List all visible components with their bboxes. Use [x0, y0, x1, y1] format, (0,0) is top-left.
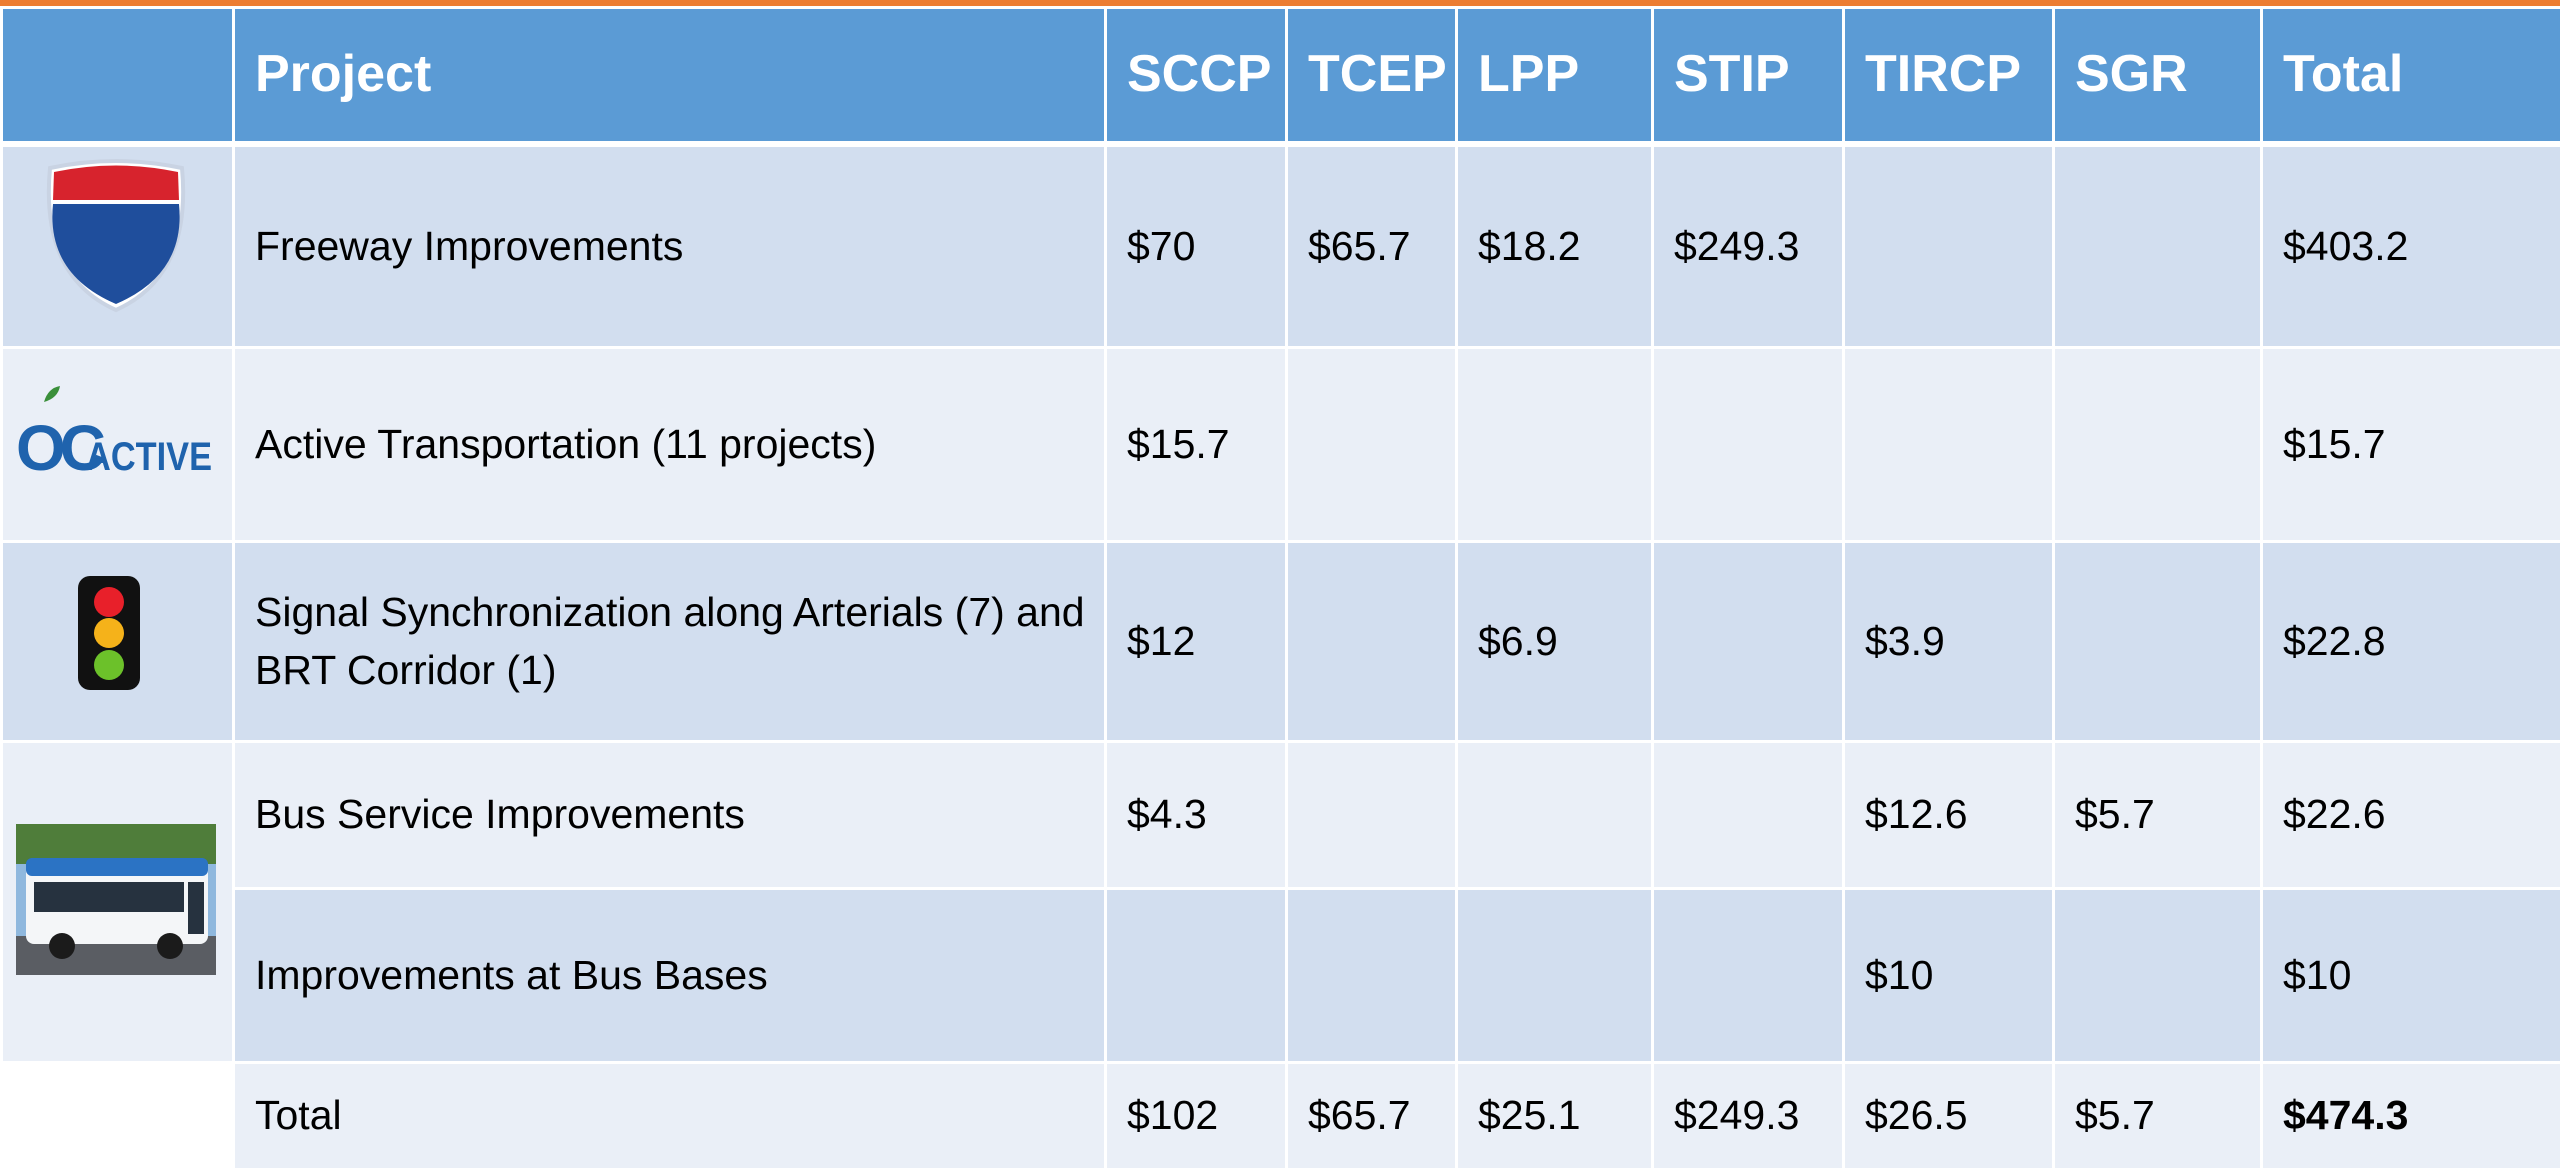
amount-cell: $5.7: [2054, 1063, 2262, 1168]
amount-cell: $25.1: [1457, 1063, 1653, 1168]
table-row: Signal Synchronization along Arterials (…: [2, 542, 2560, 742]
project-cell: Freeway Improvements: [234, 144, 1106, 348]
amount-cell: [2054, 348, 2262, 542]
header-cell: SCCP: [1106, 8, 1287, 144]
project-cell: Signal Synchronization along Arterials (…: [234, 542, 1106, 742]
header-cell: TIRCP: [1844, 8, 2054, 144]
amount-cell: [1106, 889, 1287, 1063]
amount-cell: [1653, 889, 1844, 1063]
icon-cell: [2, 542, 234, 742]
amount-cell: $12.6: [1844, 742, 2054, 889]
amount-cell: [1653, 348, 1844, 542]
amount-cell: [2054, 144, 2262, 348]
amount-cell: $10: [1844, 889, 2054, 1063]
header-cell: LPP: [1457, 8, 1653, 144]
table-row: Bus Service Improvements$4.3 $12.6$5.7$22…: [2, 742, 2560, 889]
amount-cell: $15.7: [2262, 348, 2560, 542]
amount-cell: [1457, 348, 1653, 542]
amount-cell: $10: [2262, 889, 2560, 1063]
amount-cell: [1287, 348, 1457, 542]
amount-cell: $65.7: [1287, 1063, 1457, 1168]
icon-cell: [2, 742, 234, 1063]
project-cell: Total: [234, 1063, 1106, 1168]
amount-cell: $249.3: [1653, 1063, 1844, 1168]
amount-cell: $22.8: [2262, 542, 2560, 742]
header-cell: STIP: [1653, 8, 1844, 144]
slide: ProjectSCCPTCEPLPPSTIPTIRCPSGRTotalFreew…: [0, 0, 2560, 1168]
header-cell: TCEP: [1287, 8, 1457, 144]
project-cell: Bus Service Improvements: [234, 742, 1106, 889]
amount-cell: $403.2: [2262, 144, 2560, 348]
amount-cell: [1844, 144, 2054, 348]
amount-cell: [1457, 889, 1653, 1063]
amount-cell: $5.7: [2054, 742, 2262, 889]
amount-cell: $65.7: [1287, 144, 1457, 348]
header-cell: [2, 8, 234, 144]
amount-cell: [1844, 348, 2054, 542]
amount-cell: [1653, 542, 1844, 742]
table-row: Freeway Improvements$70$65.7$18.2$249.3 $…: [2, 144, 2560, 348]
header-cell: SGR: [2054, 8, 2262, 144]
amount-cell: $12: [1106, 542, 1287, 742]
amount-cell: [1653, 742, 1844, 889]
amount-cell: [1457, 742, 1653, 889]
total-row: Total$102$65.7$25.1$249.3$26.5$5.7$474.3: [2, 1063, 2560, 1168]
amount-cell: $249.3: [1653, 144, 1844, 348]
amount-cell: $22.6: [2262, 742, 2560, 889]
amount-cell: [2054, 542, 2262, 742]
amount-cell: $70: [1106, 144, 1287, 348]
amount-cell: [1287, 889, 1457, 1063]
amount-cell: $4.3: [1106, 742, 1287, 889]
amount-cell: $15.7: [1106, 348, 1287, 542]
amount-cell: $102: [1106, 1063, 1287, 1168]
amount-cell: $26.5: [1844, 1063, 2054, 1168]
icon-cell: [2, 144, 234, 348]
project-cell: Active Transportation (11 projects): [234, 348, 1106, 542]
header-cell: Project: [234, 8, 1106, 144]
project-cell: Improvements at Bus Bases: [234, 889, 1106, 1063]
amount-cell: $6.9: [1457, 542, 1653, 742]
amount-cell: $3.9: [1844, 542, 2054, 742]
header-cell: Total: [2262, 8, 2560, 144]
amount-cell: [1287, 542, 1457, 742]
amount-cell: [2054, 889, 2262, 1063]
icon-cell: [2, 348, 234, 542]
amount-cell: $18.2: [1457, 144, 1653, 348]
amount-cell: $474.3: [2262, 1063, 2560, 1168]
amount-cell: [1287, 742, 1457, 889]
icon-cell: [2, 1063, 234, 1168]
table-row: Active Transportation (11 projects)$15.7…: [2, 348, 2560, 542]
table-row: Improvements at Bus Bases $10 $10: [2, 889, 2560, 1063]
